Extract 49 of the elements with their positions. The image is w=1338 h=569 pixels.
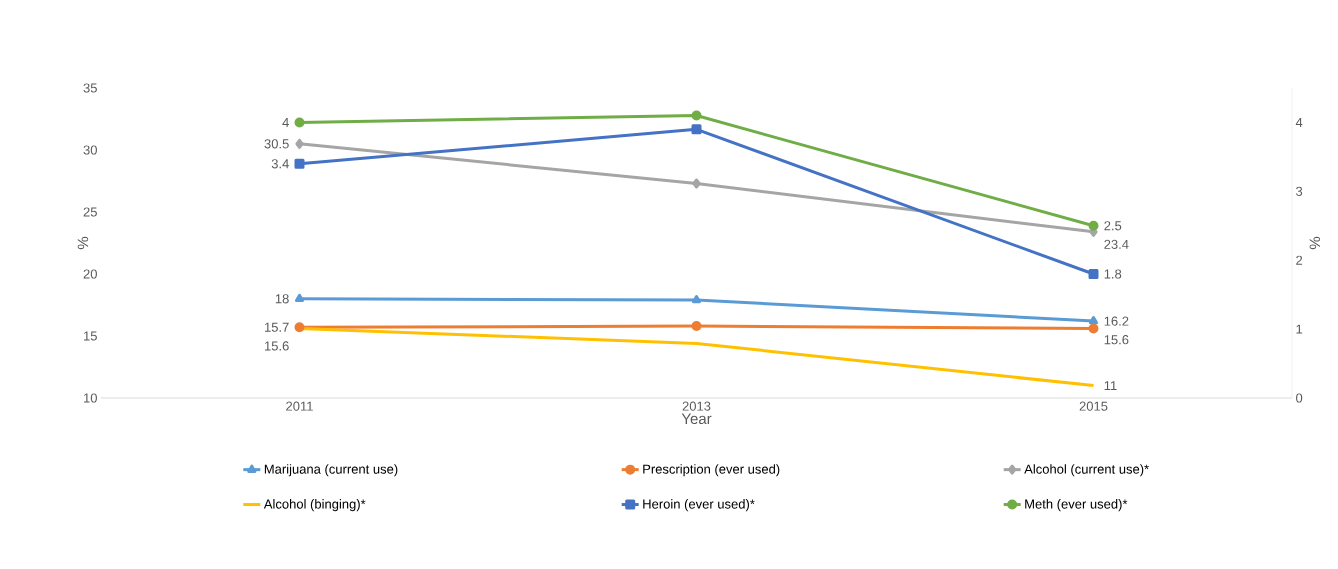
y2-axis-title: %: [1309, 236, 1321, 250]
point: [691, 321, 702, 332]
y2-tick-label: 3: [1296, 186, 1303, 196]
point: [294, 117, 305, 128]
data-label: 15.6: [264, 341, 289, 351]
x-tick-label: 2011: [286, 401, 313, 411]
y2-tick-label: 2: [1296, 255, 1303, 265]
y-tick-label: 20: [83, 269, 97, 279]
point: [691, 124, 702, 135]
y2-tick-label: 1: [1296, 324, 1303, 334]
y-tick-label: 15: [84, 331, 97, 341]
point: [1088, 316, 1099, 325]
point: [1088, 323, 1099, 334]
x-tick-label: 2015: [1079, 401, 1108, 411]
point: [294, 322, 305, 333]
legend-label: Marijuana (current use): [264, 464, 398, 477]
y-tick-label: 25: [83, 207, 97, 217]
y-tick-label: 10: [84, 393, 97, 403]
y2-tick-label: 4: [1295, 117, 1303, 127]
legend-label: Alcohol (current use)*: [1024, 464, 1149, 477]
data-label: 2.5: [1104, 221, 1122, 231]
data-label: 11: [1104, 381, 1117, 391]
y-tick-label: 35: [83, 83, 97, 93]
point: [295, 138, 304, 149]
data-label: 16.2: [1104, 316, 1129, 326]
legend-label: Heroin (ever used)*: [643, 499, 755, 512]
data-label: 18: [275, 294, 289, 304]
point: [691, 295, 702, 304]
x-tick-label: 2013: [682, 401, 711, 411]
x-axis-title: Year: [681, 413, 712, 425]
legend-label: Alcohol (binging)*: [263, 499, 366, 512]
y-tick-label: 30: [83, 145, 97, 155]
data-label: 15.7: [264, 322, 289, 332]
point: [692, 178, 701, 189]
y2-tick-label: 0: [1296, 393, 1303, 403]
y-axis-title: %: [77, 236, 89, 250]
point: [1088, 269, 1099, 279]
data-label: 15.6: [1104, 335, 1129, 345]
data-label: 23.4: [1104, 239, 1129, 249]
point: [294, 293, 305, 303]
legend-label: Meth (ever used)*: [1025, 499, 1128, 512]
data-label: 1.8: [1104, 269, 1122, 279]
point: [294, 158, 305, 169]
data-label: 3.4: [271, 159, 289, 169]
point: [691, 110, 702, 121]
point: [1088, 220, 1099, 231]
data-label: 30.5: [264, 139, 289, 149]
legend-label: Prescription (ever used): [643, 464, 780, 477]
data-label: 4: [282, 117, 289, 127]
